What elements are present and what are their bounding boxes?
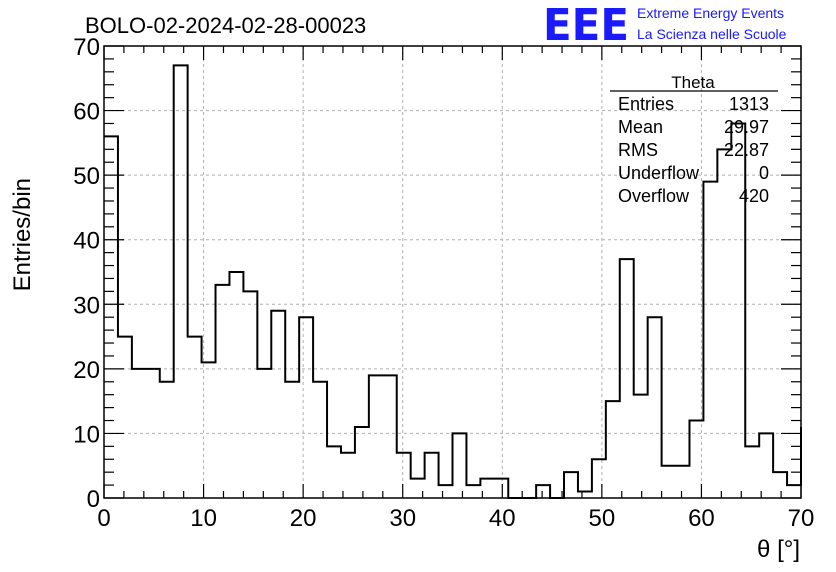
eee-logo-line2: La Scienza nelle Scuole	[637, 26, 787, 42]
histogram-bin	[676, 466, 690, 498]
histogram-bin	[773, 472, 787, 498]
histogram-bin	[648, 317, 662, 498]
histogram-bin	[188, 337, 202, 498]
histogram-bin	[634, 395, 648, 498]
histogram-bin	[787, 485, 801, 498]
histogram-bin	[703, 182, 717, 498]
x-tick-label: 0	[97, 505, 110, 532]
y-tick-label: 40	[73, 228, 100, 255]
histogram-bin	[578, 492, 592, 498]
histogram-bin	[216, 285, 230, 498]
eee-logo: EEE Extreme Energy Events La Scienza nel…	[543, 0, 787, 51]
stats-row-label: Entries	[618, 94, 674, 114]
histogram-bin	[662, 466, 676, 498]
histogram-bin	[620, 259, 634, 498]
x-tick-label: 30	[389, 505, 416, 532]
histogram-bin	[564, 472, 578, 498]
histogram-bin	[606, 401, 620, 498]
histogram-bin	[759, 433, 773, 498]
histogram-bin	[397, 453, 411, 498]
histogram-outline	[104, 64, 802, 499]
y-tick-labels: 0 10 20 30 40 50 60 70	[73, 34, 100, 513]
y-tick-label: 30	[73, 292, 100, 319]
histogram-bin	[257, 369, 271, 498]
plot-frame	[103, 45, 802, 499]
histogram-bin	[355, 427, 369, 498]
histogram-bin	[118, 337, 132, 498]
stats-row-value: 420	[739, 186, 769, 206]
histogram	[104, 64, 802, 499]
histogram-bin	[383, 375, 397, 498]
stats-box: Theta Entries 1313 Mean 29.97 RMS 22.87 Underf…	[610, 73, 778, 206]
histogram-bin	[146, 369, 160, 498]
stats-row-value: 29.97	[724, 117, 769, 137]
stats-row-label: Underflow	[618, 163, 700, 183]
histogram-bin	[731, 123, 745, 498]
x-tick-label: 60	[688, 505, 715, 532]
axes	[103, 45, 802, 499]
stats-row-label: Overflow	[618, 186, 690, 206]
histogram-bin	[494, 479, 508, 498]
y-tick-label: 50	[73, 163, 100, 190]
stats-row-value: 0	[759, 163, 769, 183]
x-tick-labels: 0 10 20 30 40 50 60 70	[97, 505, 814, 532]
histogram-bin	[466, 485, 480, 498]
histogram-bin	[717, 149, 731, 498]
y-tick-label: 60	[73, 99, 100, 126]
histogram-bin	[327, 446, 341, 498]
x-axis-label: θ [°]	[757, 536, 800, 563]
stats-rows: Entries 1313 Mean 29.97 RMS 22.87 Underflow 0 Ov…	[618, 94, 769, 206]
histogram-bin	[202, 362, 216, 498]
x-tick-label: 20	[290, 505, 317, 532]
y-tick-label: 10	[73, 421, 100, 448]
histogram-bin	[439, 485, 453, 498]
histogram-bin	[285, 382, 299, 498]
histogram-bin	[229, 272, 243, 498]
histogram-bin	[299, 317, 313, 498]
eee-logo-letters: EEE	[543, 0, 629, 51]
histogram-bin	[174, 65, 188, 498]
x-tick-label: 50	[589, 505, 616, 532]
histogram-bin	[369, 375, 383, 498]
y-tick-label: 20	[73, 357, 100, 384]
stats-row-value: 1313	[729, 94, 769, 114]
stats-row-label: Mean	[618, 117, 663, 137]
histogram-bin	[453, 433, 467, 498]
histogram-bin	[132, 369, 146, 498]
stats-row-label: RMS	[618, 140, 658, 160]
histogram-bin	[425, 453, 439, 498]
stats-title: Theta	[671, 73, 715, 92]
histogram-bin	[271, 311, 285, 498]
histogram-bin	[745, 446, 759, 498]
x-tick-label: 70	[788, 505, 815, 532]
histogram-bin	[160, 382, 174, 498]
eee-logo-line1: Extreme Energy Events	[637, 5, 784, 21]
y-tick-label: 70	[73, 34, 100, 61]
histogram-bin	[592, 459, 606, 498]
y-axis-label: Entries/bin	[9, 178, 36, 291]
x-tick-label: 10	[190, 505, 217, 532]
histogram-bin	[243, 291, 257, 498]
histogram-bin	[536, 485, 550, 498]
chart-title: BOLO-02-2024-02-28-00023	[85, 13, 366, 38]
histogram-bin	[313, 382, 327, 498]
y-tick-label: 0	[87, 486, 100, 513]
x-tick-label: 40	[489, 505, 516, 532]
stats-row-value: 22.87	[724, 140, 769, 160]
